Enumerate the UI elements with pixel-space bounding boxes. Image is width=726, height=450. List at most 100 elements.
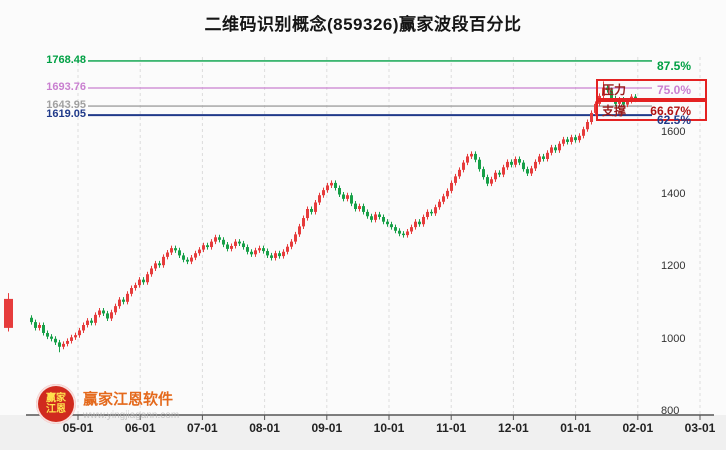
candle	[90, 318, 93, 326]
candle	[82, 322, 85, 333]
candle	[66, 338, 69, 347]
candle	[414, 219, 417, 230]
level-pct-87-5: 87.5%	[657, 58, 692, 73]
support-level-box: 支撑 66.67%	[596, 100, 707, 121]
candle	[526, 166, 529, 177]
candle	[378, 211, 381, 220]
candle	[138, 277, 141, 288]
candle	[446, 188, 449, 199]
candle	[582, 126, 585, 139]
software-watermark: 赢家 江恩 赢家江恩软件 www.yingjiagann.com	[36, 384, 179, 424]
candle	[534, 159, 537, 171]
candle	[210, 239, 213, 250]
candle	[330, 180, 333, 188]
candle	[154, 260, 157, 271]
candle	[314, 199, 317, 215]
candle	[38, 322, 41, 331]
y-axis-label: 800	[661, 405, 680, 417]
candle	[238, 239, 241, 246]
resistance-label: 压力	[602, 82, 627, 97]
candle	[146, 271, 149, 285]
candle	[382, 214, 385, 225]
candle	[570, 134, 573, 145]
candle	[502, 164, 505, 178]
candle	[498, 170, 501, 178]
candle	[358, 203, 361, 212]
candle	[218, 234, 221, 243]
candle	[134, 282, 137, 291]
candle	[178, 247, 181, 258]
candle	[514, 156, 517, 168]
candle	[606, 85, 609, 93]
x-axis	[26, 414, 714, 420]
watermark-text-block: 赢家江恩软件 www.yingjiagann.com	[83, 388, 179, 421]
candle	[166, 249, 169, 260]
candle	[422, 214, 425, 227]
candle	[426, 209, 429, 220]
candle	[410, 224, 413, 235]
logo-text-line2: 江恩	[46, 404, 66, 415]
candle	[282, 249, 285, 259]
fib-level-lines	[88, 60, 652, 117]
candle	[170, 245, 173, 256]
x-axis-label: 01-01	[560, 421, 591, 435]
x-axis-label: 02-01	[622, 421, 654, 435]
y-axis-label: 1600	[661, 126, 686, 138]
candle	[286, 244, 289, 255]
candle	[114, 303, 117, 315]
candle	[458, 167, 461, 179]
candle	[54, 336, 57, 345]
candle	[62, 341, 65, 350]
candle	[486, 174, 489, 187]
candle	[518, 156, 521, 166]
candle	[254, 247, 257, 257]
candle	[262, 245, 265, 254]
candle	[158, 260, 161, 268]
x-axis-label: 11-01	[436, 421, 467, 435]
candle	[406, 228, 409, 238]
level-price-87-5: 1768.48	[46, 53, 86, 66]
candle	[490, 176, 493, 187]
candle	[98, 307, 101, 318]
candle	[562, 136, 565, 147]
candle	[454, 173, 457, 186]
level-price-66-67: 1643.95	[46, 99, 86, 112]
candle	[478, 157, 481, 172]
resistance-level-box: 压力 75.0%	[596, 79, 707, 100]
candle	[206, 242, 209, 250]
chart-title: 二维码识别概念(859326)赢家波段百分比	[204, 15, 522, 34]
candle	[474, 151, 477, 163]
candle	[362, 203, 365, 215]
candle	[230, 243, 233, 252]
candle	[334, 180, 337, 191]
level-price-75-0: 1693.76	[46, 81, 86, 93]
candle	[398, 228, 401, 237]
candle	[78, 327, 81, 338]
candle	[290, 239, 293, 250]
candle	[86, 318, 89, 328]
candle	[434, 204, 437, 216]
candlestick-series	[4, 81, 637, 353]
x-axis-label: 05-01	[62, 421, 94, 435]
candle	[150, 265, 153, 277]
candle	[366, 209, 369, 219]
candle	[258, 245, 261, 253]
candle	[106, 310, 109, 322]
candle	[558, 141, 561, 153]
candle	[522, 160, 525, 172]
x-axis-label: 09-01	[311, 421, 343, 435]
candle	[58, 339, 61, 353]
candle	[34, 319, 37, 331]
candle	[298, 223, 301, 237]
level-price-62-5: 1619.05	[46, 108, 86, 121]
candle	[322, 187, 325, 198]
candle	[46, 330, 49, 340]
candle	[182, 252, 185, 263]
candle	[510, 159, 513, 168]
candle	[226, 241, 229, 252]
candle	[430, 209, 433, 216]
candle	[542, 153, 545, 162]
candle	[466, 153, 469, 166]
candle	[110, 309, 113, 322]
